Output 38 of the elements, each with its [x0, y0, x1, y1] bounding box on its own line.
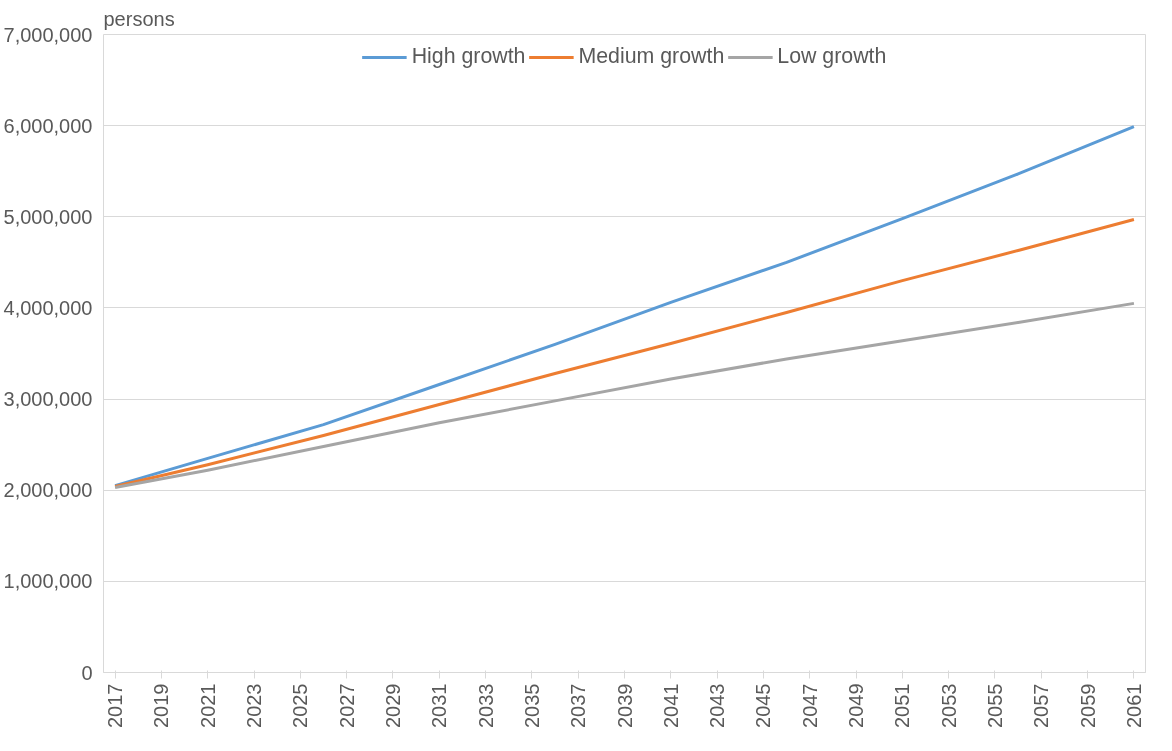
x-tick-label: 2019: [150, 683, 173, 728]
legend-label: High growth: [411, 44, 526, 69]
x-tick-label: 2059: [1076, 683, 1099, 728]
x-tick-label: 2037: [567, 683, 590, 728]
x-tick-label: 2027: [335, 683, 358, 728]
y-tick-label: 4,000,000: [3, 296, 93, 319]
x-tick-label: 2051: [891, 683, 914, 728]
y-tick-label: 0: [81, 661, 93, 684]
y-axis-title: persons: [103, 7, 175, 30]
line-series: [113, 301, 1136, 489]
x-tick-label: 2017: [104, 683, 127, 728]
legend-label: Medium growth: [578, 44, 725, 69]
line-series: [113, 125, 1136, 488]
legend-label: Low growth: [777, 44, 887, 69]
y-tick-label: 5,000,000: [3, 205, 93, 228]
x-tick-label: 2023: [243, 683, 266, 728]
x-tick-label: 2041: [659, 683, 682, 728]
x-tick-label: 2053: [937, 683, 960, 728]
x-tick-label: 2049: [845, 683, 868, 728]
y-tick-label: 1,000,000: [3, 570, 93, 593]
x-tick-label: 2021: [196, 683, 219, 728]
x-tick-label: 2035: [520, 683, 543, 728]
x-tick-label: 2031: [428, 683, 451, 728]
y-tick-label: 7,000,000: [3, 23, 93, 46]
y-tick-label: 2,000,000: [3, 479, 93, 502]
x-tick-label: 2047: [798, 683, 821, 728]
x-tick-label: 2057: [1030, 683, 1053, 728]
x-tick-label: 2033: [474, 683, 497, 728]
x-tick-label: 2029: [381, 683, 404, 728]
y-tick-label: 6,000,000: [3, 114, 93, 137]
x-tick-label: 2055: [983, 683, 1006, 728]
y-tick-label: 3,000,000: [3, 388, 93, 411]
x-tick-label: 2043: [706, 683, 729, 728]
x-tick-label: 2061: [1122, 683, 1145, 728]
x-tick-label: 2045: [752, 683, 775, 728]
x-tick-label: 2025: [289, 683, 312, 728]
x-tick-label: 2039: [613, 683, 636, 728]
line-series: [113, 218, 1136, 489]
